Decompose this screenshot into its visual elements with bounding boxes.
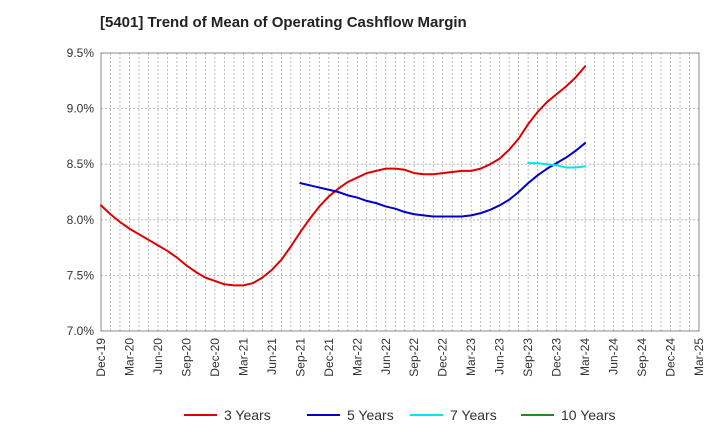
y-tick-label: 9.0% [67, 102, 95, 116]
x-tick-label: Dec-21 [322, 338, 336, 377]
x-tick-label: Mar-21 [236, 338, 250, 376]
series-line-5-years [299, 142, 587, 218]
x-tick-label: Jun-23 [493, 338, 507, 375]
y-tick-label: 9.5% [67, 46, 95, 60]
y-tick-label: 7.5% [67, 268, 95, 282]
x-tick-label: Jun-22 [379, 338, 393, 375]
x-tick-label: Sep-22 [407, 338, 421, 377]
x-tick-label: Mar-22 [350, 338, 364, 376]
chart-title: [5401] Trend of Mean of Operating Cashfl… [100, 14, 467, 31]
x-tick-label: Sep-20 [179, 338, 193, 377]
x-tick-label: Dec-23 [550, 338, 564, 377]
y-tick-label: 7.0% [67, 324, 95, 338]
x-tick-label: Mar-24 [578, 338, 592, 376]
x-tick-label: Sep-23 [521, 338, 535, 377]
legend-label-7-years: 7 Years [450, 407, 497, 423]
x-tick-label: Jun-24 [607, 338, 621, 375]
x-tick-label: Sep-24 [635, 338, 649, 377]
x-tick-label: Sep-21 [293, 338, 307, 377]
x-tick-label: Dec-19 [94, 338, 108, 377]
y-tick-label: 8.5% [67, 157, 95, 171]
x-tick-label: Mar-25 [692, 338, 706, 376]
x-tick-label: Dec-20 [208, 338, 222, 377]
series-line-3-years [100, 65, 587, 287]
x-tick-label: Dec-24 [664, 338, 678, 377]
x-tick-label: Jun-20 [151, 338, 165, 375]
series-line-7-years [527, 162, 587, 169]
x-tick-label: Mar-23 [464, 338, 478, 376]
legend-label-10-years: 10 Years [561, 407, 616, 423]
x-tick-label: Mar-20 [122, 338, 136, 376]
plot-area [101, 53, 699, 331]
y-tick-label: 8.0% [67, 213, 95, 227]
legend-label-5-years: 5 Years [347, 407, 394, 423]
x-tick-label: Dec-22 [436, 338, 450, 377]
legend-label-3-years: 3 Years [224, 407, 271, 423]
x-tick-label: Jun-21 [265, 338, 279, 375]
plot-border [100, 52, 700, 332]
